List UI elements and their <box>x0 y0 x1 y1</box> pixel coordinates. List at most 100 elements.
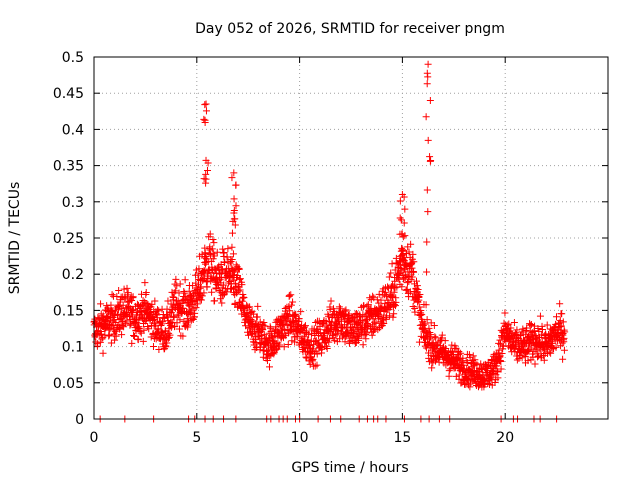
data-point <box>515 355 523 363</box>
data-point <box>300 333 308 341</box>
data-point <box>505 320 513 328</box>
data-point <box>263 356 271 364</box>
data-point <box>128 339 136 347</box>
data-point <box>194 271 202 279</box>
data-point <box>497 357 505 365</box>
data-point <box>375 313 383 321</box>
data-point <box>223 288 231 296</box>
data-point <box>283 321 291 329</box>
data-point <box>105 331 113 339</box>
data-point <box>540 356 548 364</box>
data-point <box>345 317 353 325</box>
data-point <box>494 368 502 376</box>
data-point <box>419 322 427 330</box>
data-point <box>107 308 115 316</box>
data-point <box>232 202 240 210</box>
data-point <box>181 289 189 297</box>
y-tick-label: 0.1 <box>62 340 84 356</box>
data-point <box>416 291 424 299</box>
data-point <box>206 251 214 259</box>
data-point <box>445 367 453 375</box>
data-point <box>339 324 347 332</box>
data-point <box>185 301 193 309</box>
data-point <box>531 360 539 368</box>
data-point <box>359 341 367 349</box>
data-point <box>271 346 279 354</box>
data-point <box>235 265 243 273</box>
data-point <box>335 303 343 311</box>
data-point <box>124 289 132 297</box>
data-point <box>118 305 126 313</box>
data-point <box>278 333 286 341</box>
data-point <box>197 283 205 291</box>
data-point <box>386 312 394 320</box>
data-point <box>111 328 119 336</box>
grid-lines <box>94 57 608 419</box>
data-point <box>289 298 297 306</box>
data-point <box>228 243 236 251</box>
data-point <box>399 246 407 254</box>
data-point <box>547 349 555 357</box>
data-point <box>123 284 131 292</box>
data-point <box>526 320 534 328</box>
y-tick-label: 0.2 <box>62 267 84 283</box>
data-point <box>149 342 157 350</box>
data-point <box>233 271 241 279</box>
data-point <box>398 283 406 291</box>
data-point <box>240 294 248 302</box>
data-point <box>219 245 227 253</box>
data-point <box>253 313 261 321</box>
data-point <box>510 318 518 326</box>
data-point <box>418 311 426 319</box>
data-point <box>306 360 314 368</box>
data-point <box>561 328 569 336</box>
data-point <box>538 326 546 334</box>
data-point <box>527 321 535 329</box>
data-point <box>423 186 431 194</box>
data-point <box>423 316 431 324</box>
y-tick-label: 0.05 <box>53 376 84 392</box>
data-point <box>208 288 216 296</box>
y-tick-label: 0.4 <box>62 122 84 138</box>
data-point <box>427 156 435 164</box>
data-point <box>266 363 273 371</box>
data-point <box>462 357 470 365</box>
data-point <box>341 311 349 319</box>
data-point <box>313 350 321 358</box>
data-point <box>108 291 116 299</box>
data-point <box>410 258 418 266</box>
data-point <box>114 311 122 319</box>
data-point <box>179 304 187 312</box>
data-point <box>280 343 288 351</box>
data-point <box>211 265 219 273</box>
data-point <box>151 297 159 305</box>
data-point <box>405 248 413 256</box>
data-point <box>136 328 144 336</box>
data-point <box>385 273 393 281</box>
data-point <box>201 244 209 252</box>
data-point <box>409 303 417 311</box>
data-point <box>545 348 553 356</box>
data-point <box>206 230 214 238</box>
data-point <box>325 338 333 346</box>
data-point <box>228 256 236 264</box>
data-point <box>557 322 565 330</box>
data-point <box>332 331 340 339</box>
data-point <box>312 347 320 355</box>
data-point <box>407 240 415 248</box>
data-point <box>287 301 295 309</box>
data-point <box>244 328 252 336</box>
data-point <box>501 309 509 317</box>
data-point <box>523 324 531 332</box>
data-point <box>363 329 371 337</box>
data-point <box>494 374 502 382</box>
y-tick-label: 0.35 <box>53 159 84 175</box>
data-point <box>413 277 421 285</box>
data-point <box>202 170 210 178</box>
y-axis-label: SRMTID / TECUs <box>7 182 23 295</box>
data-point <box>198 292 206 300</box>
data-point <box>390 288 398 296</box>
data-point <box>410 268 418 276</box>
data-point <box>455 348 463 356</box>
data-point <box>197 296 205 304</box>
